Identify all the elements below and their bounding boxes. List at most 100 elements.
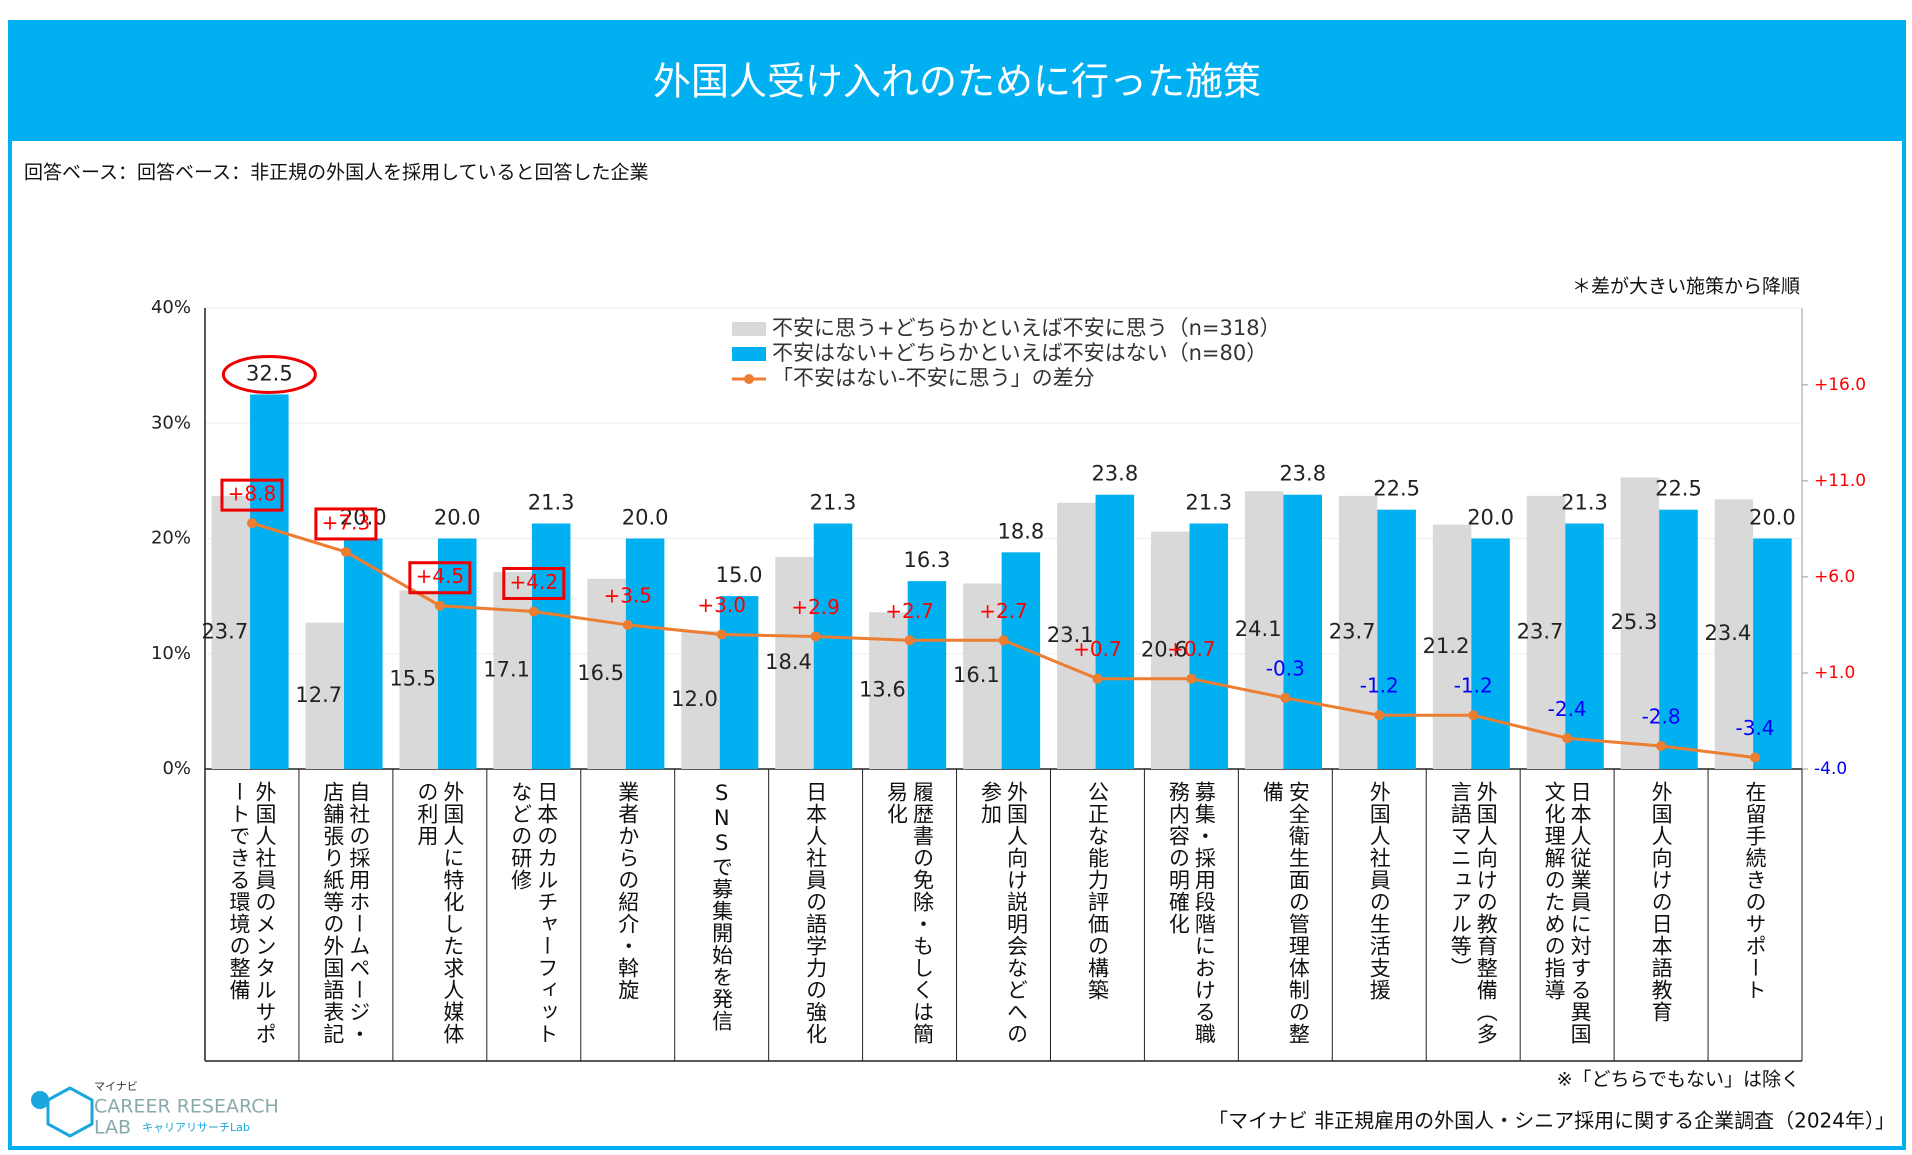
bar-label: 20.0: [1467, 506, 1514, 530]
x-tick-label: SNSで募集開始を発信: [709, 781, 734, 1032]
legend-label: 不安はない+どちらかといえば不安はない（n=80）: [772, 341, 1267, 365]
diff-label: +2.7: [979, 599, 1028, 623]
bar-label: 23.7: [201, 619, 248, 643]
diff-label: +8.8: [228, 482, 277, 506]
bar-label: 23.4: [1705, 621, 1752, 645]
subtitle: 回答ベース：回答ベース：非正規の外国人を採用していると回答した企業: [24, 162, 649, 184]
logo-cube: [46, 1086, 94, 1138]
bar-label: 21.3: [1561, 491, 1608, 515]
bar: [1526, 495, 1566, 769]
diff-point: [246, 518, 257, 529]
diff-point: [622, 619, 633, 630]
bar: [1244, 491, 1284, 769]
logo-sub: キャリアリサーチLab: [142, 1121, 250, 1134]
bar: [305, 622, 345, 769]
diff-point: [528, 606, 539, 617]
bar-label: 22.5: [1373, 477, 1420, 501]
bar-label: 23.7: [1329, 619, 1376, 643]
diff-label: +7.3: [322, 510, 371, 534]
diff-point: [998, 635, 1009, 646]
bar: [344, 538, 383, 769]
bar-label: 20.0: [1749, 506, 1796, 530]
legend-swatch: [732, 322, 766, 336]
bar: [587, 578, 626, 769]
x-tick-label: 外国人社員のメンタルサポートできる環境の整備: [226, 781, 277, 1045]
highlight-box: [502, 566, 566, 600]
x-tick-label: 外国人に特化した求人媒体の利用: [414, 781, 465, 1045]
bar-label: 16.3: [904, 548, 951, 572]
bar: [531, 523, 571, 769]
bar-label: 21.2: [1423, 634, 1470, 658]
diff-point: [1374, 710, 1385, 721]
bar-label: 21.3: [810, 491, 857, 515]
x-tick-label: 募集・採用段階における職務内容の明確化: [1166, 781, 1217, 1045]
bar-label: 16.1: [953, 663, 1000, 687]
y2-tick-label: +11.0: [1814, 471, 1866, 491]
bar-label: 15.5: [389, 667, 436, 691]
bar-label: 25.3: [1611, 610, 1658, 634]
diff-label: -0.3: [1266, 656, 1305, 680]
bar-label: 21.3: [528, 491, 575, 515]
bar: [963, 583, 1002, 769]
logo: マイナビ CAREER RESEARCH LAB キャリアリサーチLab: [31, 1080, 279, 1139]
diff-point: [1750, 752, 1761, 763]
bar-label: 16.5: [577, 661, 624, 685]
logo-line1: CAREER RESEARCH: [94, 1096, 279, 1118]
bar-label: 17.1: [483, 657, 530, 681]
y-tick-label: 40%: [151, 297, 191, 318]
diff-label: -3.4: [1736, 716, 1775, 740]
diff-label: +3.0: [697, 593, 746, 617]
bar: [399, 590, 438, 769]
note: ＊差が大きい施策から降順: [1572, 276, 1800, 298]
diff-point: [340, 546, 351, 557]
highlight-box: [408, 561, 472, 595]
bar: [625, 538, 665, 769]
bar-label: 23.8: [1091, 462, 1138, 486]
bar: [719, 596, 759, 769]
diff-point: [1092, 673, 1103, 684]
diff-label: -2.8: [1642, 704, 1681, 728]
diff-point: [434, 600, 445, 611]
x-tick-label: 日本のカルチャーフィットなどの研修: [508, 781, 559, 1045]
x-tick-label: 外国人向けの日本語教育: [1649, 781, 1674, 1023]
bar: [1338, 495, 1378, 769]
diff-point: [1562, 733, 1573, 744]
source: 「マイナビ 非正規雇用の外国人・シニア採用に関する企業調査（2024年）」: [1208, 1109, 1895, 1133]
chart-title: 外国人受け入れのために行った施策: [653, 60, 1261, 104]
diff-point: [904, 635, 915, 646]
bar: [250, 394, 289, 769]
legend-swatch: [732, 347, 766, 361]
bar: [211, 495, 251, 769]
bar-label: 23.7: [1517, 619, 1564, 643]
diff-label: +0.7: [1167, 637, 1216, 661]
bar-label: 23.8: [1279, 462, 1326, 486]
diff-label: -1.2: [1454, 674, 1493, 698]
bar: [1283, 494, 1322, 769]
bar-label: 32.5: [246, 361, 293, 385]
diff-label: +3.5: [603, 583, 652, 607]
diff-label: +4.2: [510, 570, 559, 594]
y2-tick-label: +6.0: [1814, 567, 1855, 587]
bar: [1753, 538, 1792, 769]
bar-label: 18.4: [765, 650, 812, 674]
diff-point: [1468, 710, 1479, 721]
legend-swatch: [744, 374, 754, 384]
bar: [1095, 494, 1135, 769]
bar-label: 20.6: [1141, 637, 1188, 661]
bar: [813, 523, 853, 769]
bar: [1471, 538, 1510, 769]
diff-point: [1280, 692, 1291, 703]
diff-label: -2.4: [1548, 697, 1587, 721]
bar-label: 13.6: [859, 678, 906, 702]
y-tick-label: 30%: [151, 412, 191, 433]
highlight-ellipse: [221, 354, 317, 394]
bar: [493, 571, 532, 769]
bar: [1620, 477, 1660, 769]
footnote: ※「どちらでもない」は除く: [1557, 1069, 1800, 1091]
x-tick-label: 業者からの紹介・斡旋: [615, 781, 640, 1001]
y-tick-label: 20%: [151, 528, 191, 549]
bar-label: 20.0: [434, 506, 481, 530]
x-tick-label: 安全衛生面の管理体制の整備: [1260, 781, 1311, 1045]
bar-label: 12.7: [295, 683, 342, 707]
